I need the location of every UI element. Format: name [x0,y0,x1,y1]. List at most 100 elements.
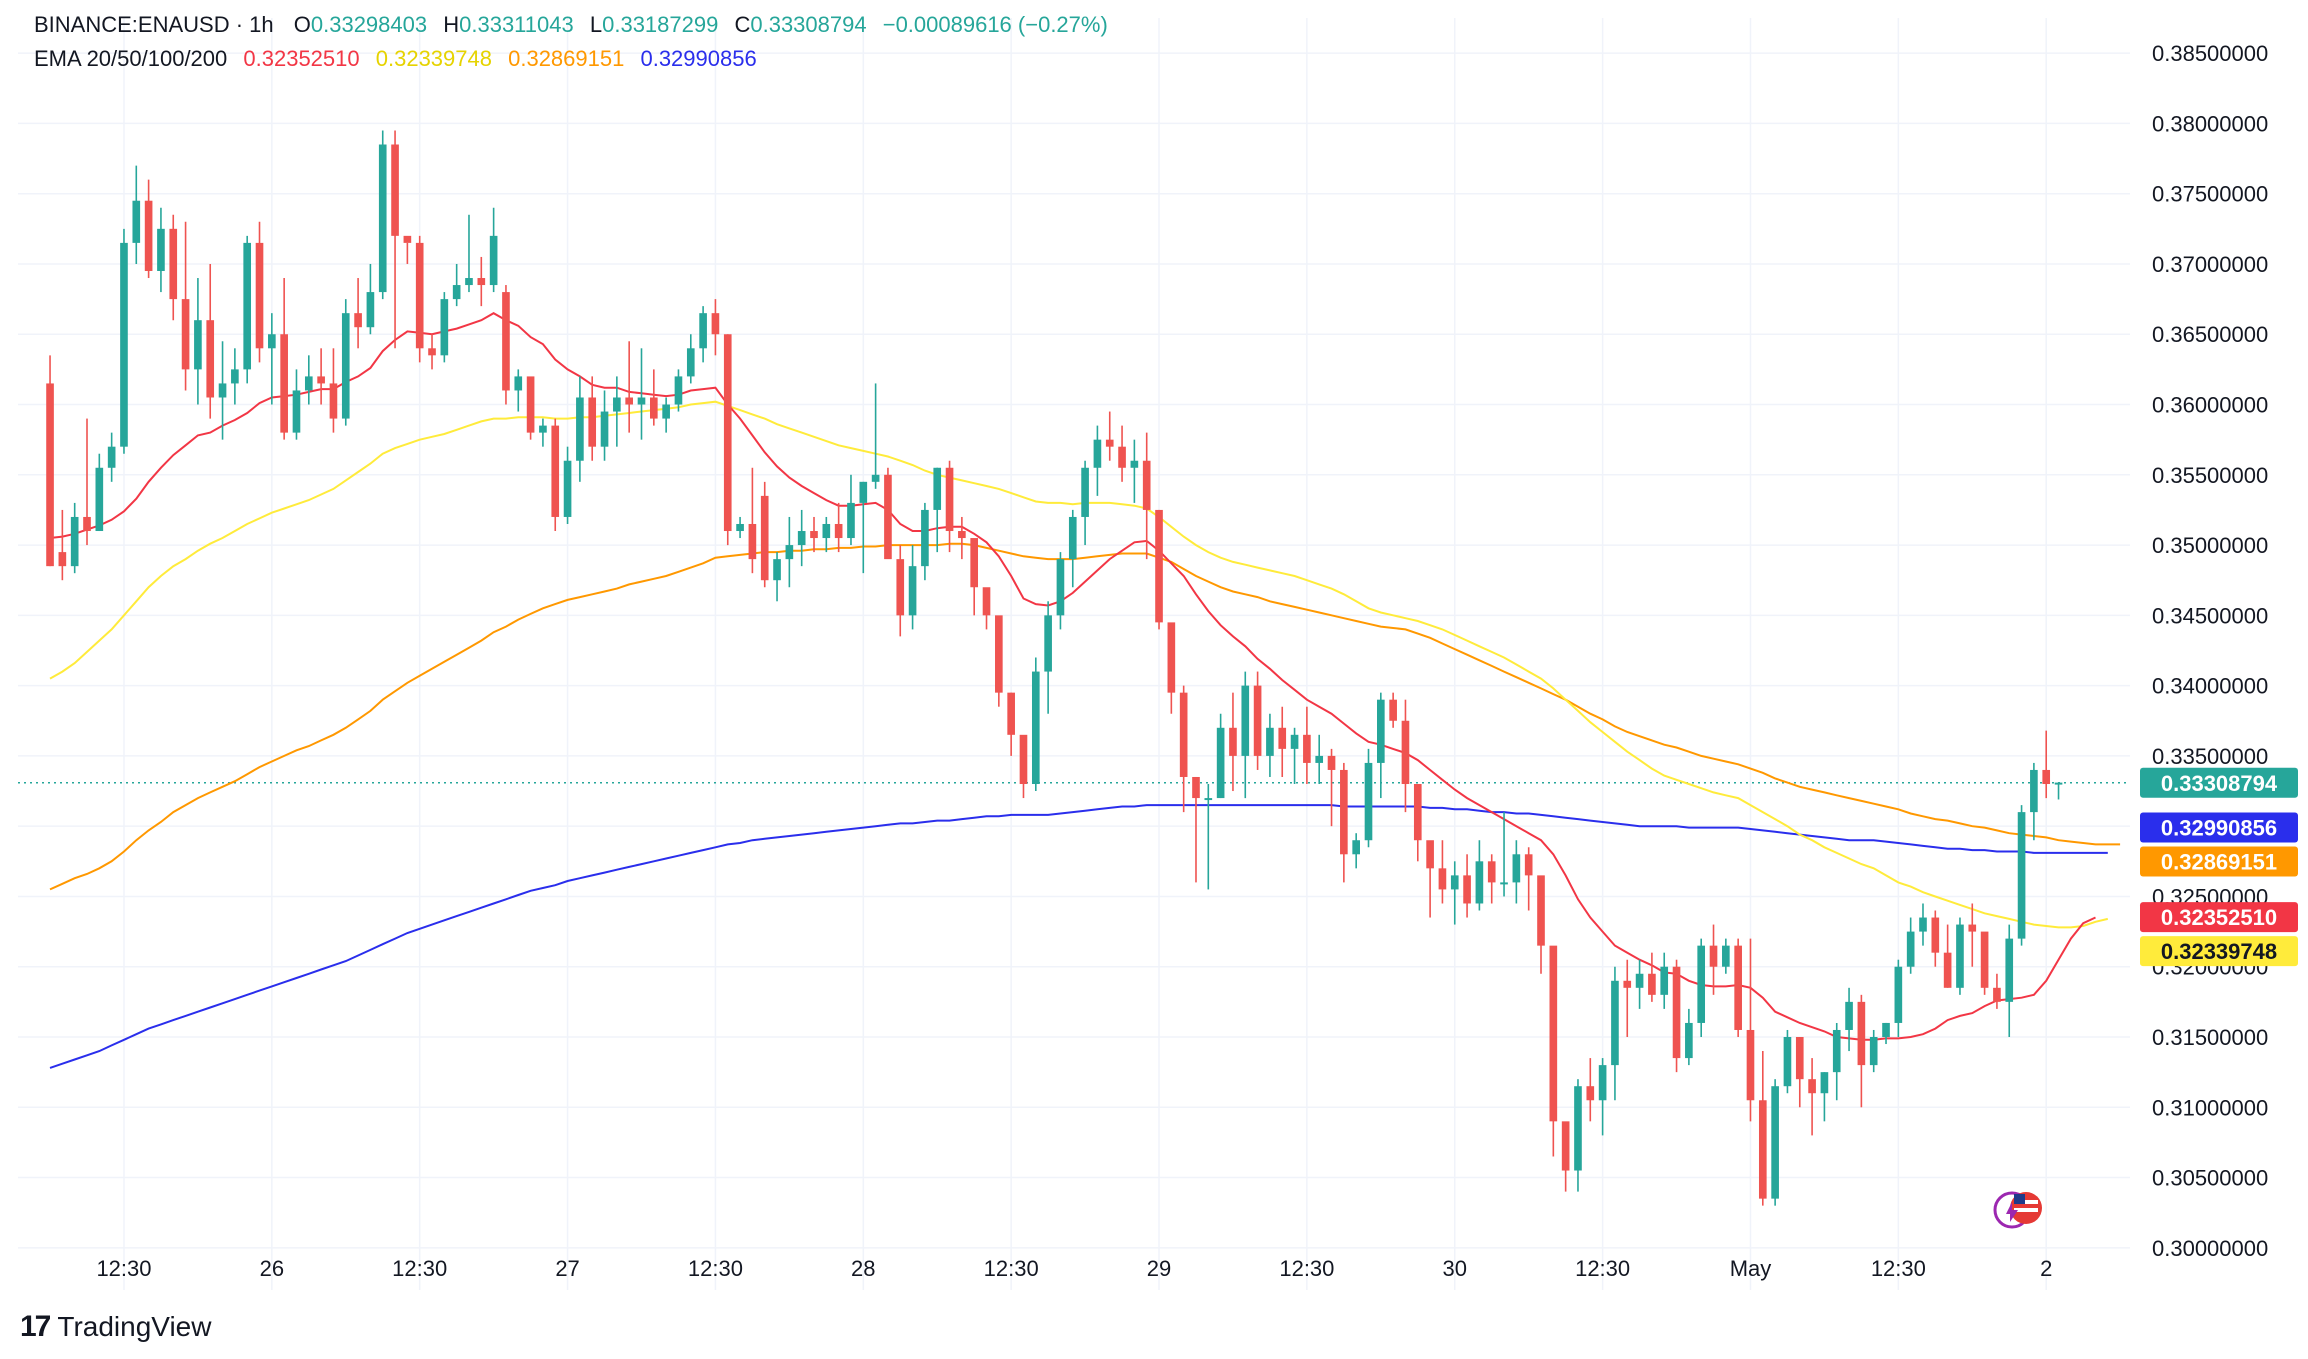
candle-body [120,242,128,447]
candle-body [218,383,227,398]
price-tick-label: 0.35500000 [2152,463,2268,488]
candle [699,306,707,363]
candle [502,285,510,405]
symbol-label[interactable]: BINANCE:ENAUSD · 1h [34,12,274,37]
candle [797,509,806,567]
candle-body [354,313,362,328]
ema200-line [49,804,2108,1069]
candle-body [1561,1121,1570,1171]
candle-body [70,516,79,567]
candle-body [958,531,966,539]
candle [1549,945,1558,1157]
candle-body [194,320,202,370]
time-tick-label: 2 [2040,1256,2052,1281]
candle [304,355,313,405]
candle [1611,966,1619,1101]
candle [231,348,239,405]
candle-body [995,615,1003,693]
footer-branding[interactable]: 17 TradingView [20,1310,211,1344]
candle [317,348,325,405]
candle [378,130,387,300]
candle [551,418,560,532]
candle-body [132,200,141,243]
candle [674,369,683,412]
candle [144,179,153,279]
price-axis[interactable]: 0.38500000 0.38000000 0.37500000 0.37000000… [2152,41,2268,1261]
candle-body [1179,692,1188,777]
candle-body [1315,755,1324,763]
candle-body [1524,854,1533,876]
candle [1524,847,1533,911]
candle [662,397,670,433]
candle [1155,509,1163,630]
candle-body [1845,1001,1853,1030]
candle [810,516,818,553]
candle [847,474,855,546]
candle-body [231,369,239,384]
time-tick-label: 12:30 [392,1256,447,1281]
candle [1315,734,1324,785]
candle [2042,730,2051,799]
candle-body [1475,861,1484,904]
candle-body [1894,966,1903,1023]
candle-body [452,285,461,300]
price-tag-label: 0.32352510 [2161,905,2277,930]
high-label: H [443,12,460,37]
candle [1623,959,1632,1038]
candle-body [1389,699,1397,721]
candle [1105,411,1114,461]
candle-body [502,292,510,391]
candle [822,516,831,553]
candle [723,334,732,546]
candle-body [699,313,707,349]
candle-body [1734,945,1742,1030]
candle-body [1290,734,1299,749]
candle-body [1376,699,1385,763]
ohlc-legend: BINANCE:ENAUSD · 1h O0.33298403 H0.33311… [34,12,1118,38]
candle [1537,875,1545,974]
candle [1869,1029,1878,1073]
candle-body [1401,720,1410,785]
candle-body [649,397,658,419]
candle [1906,917,1915,974]
price-tag-label: 0.32990856 [2161,815,2277,840]
candle-body [1820,1072,1829,1094]
candle-body [465,278,473,286]
candle [1734,938,1742,1038]
candle-body [1167,622,1176,693]
candle-body [1105,439,1114,447]
candle-body [1623,980,1632,988]
flag-icon[interactable] [1993,1191,2042,1229]
candle [83,418,91,546]
candle-body [243,242,252,370]
candle-body [785,545,794,560]
candle-body [945,467,954,532]
candle-body [107,446,116,468]
candle [1450,861,1459,925]
candle-body [1340,769,1348,855]
candle [58,509,67,581]
candle [489,207,498,293]
candle-body [1512,854,1521,883]
candle [576,376,584,482]
candle-body [366,292,375,328]
candle [1857,994,1866,1108]
candle-body [1746,1029,1755,1101]
candle-body [1278,727,1287,749]
candle [2005,924,2014,1038]
candle [588,376,597,461]
candle-body [403,235,412,243]
price-tag-bg [2140,936,2298,967]
price-tag-label: 0.32339748 [2161,939,2277,964]
candle [415,235,424,363]
change-value: −0.00089616 (−0.27%) [882,12,1108,37]
candle [268,313,276,405]
candle-body [970,538,979,588]
time-axis[interactable]: 12:30 26 12:30 27 12:30 28 12:30 29 12:30 30 12:30… [96,1256,2052,1281]
candle [896,545,905,637]
open-label: O [293,12,311,37]
candle-body [1709,945,1718,967]
candle-body [810,531,818,539]
ema-legend[interactable]: EMA 20/50/100/200 0.32352510 0.32339748 … [34,46,767,72]
